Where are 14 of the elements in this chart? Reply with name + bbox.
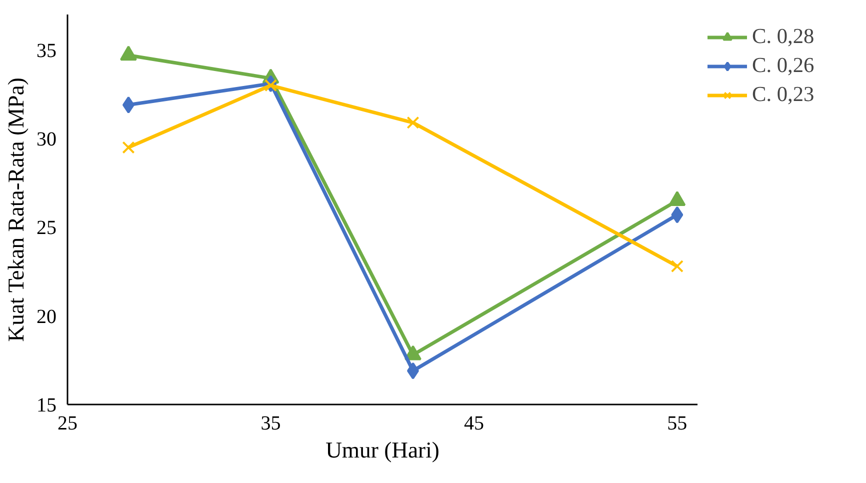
legend-label: C. 0,23 <box>752 82 814 107</box>
x-tick-label: 45 <box>464 412 484 434</box>
legend-label: C. 0,26 <box>752 53 814 78</box>
y-axis-title: Kuat Tekan Rata-Rata (MPa) <box>4 78 28 342</box>
y-tick-label: 20 <box>36 306 56 328</box>
x-tick-label: 35 <box>260 412 281 434</box>
legend-label: C. 0,28 <box>752 24 814 49</box>
y-tick-label: 25 <box>36 217 56 240</box>
y-tick-label: 15 <box>36 394 56 416</box>
y-tick-label: 30 <box>36 128 56 151</box>
y-tick-label: 35 <box>36 40 56 62</box>
x-axis-title: Umur (Hari) <box>326 438 440 462</box>
x-tick-label: 25 <box>58 412 78 434</box>
x-tick-label: 55 <box>667 412 688 434</box>
